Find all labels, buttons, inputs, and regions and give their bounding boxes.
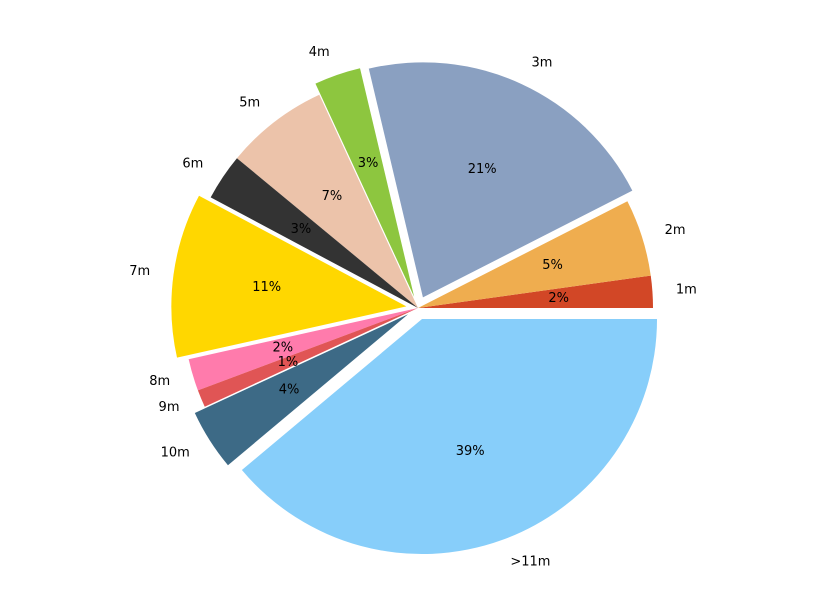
value-label: 21% — [468, 162, 497, 177]
pie-wedge — [188, 308, 418, 391]
value-label: 2% — [273, 341, 294, 356]
value-label: 3% — [358, 156, 379, 171]
value-label: 1% — [278, 355, 299, 370]
pie-wedge — [315, 68, 415, 297]
wedge-label: 3m — [532, 55, 553, 70]
pie-wedge — [241, 319, 658, 555]
pie-wedge — [418, 201, 651, 308]
wedge-label: 9m — [159, 400, 180, 415]
value-label: 7% — [322, 189, 343, 204]
pie-wedge — [171, 195, 407, 358]
wedge-label: 7m — [129, 264, 150, 279]
value-label: 5% — [542, 258, 563, 273]
pie-wedge — [210, 158, 418, 308]
value-label: 4% — [279, 382, 300, 397]
wedge-label: 5m — [239, 96, 260, 111]
value-label: 11% — [252, 280, 281, 295]
value-label: 3% — [291, 222, 312, 237]
pie-wedge — [368, 62, 633, 298]
pie-wedge — [236, 94, 418, 309]
wedge-label: 2m — [665, 223, 686, 238]
wedge-label: 8m — [149, 374, 170, 389]
pie-wedge — [194, 314, 409, 466]
wedge-label: >11m — [510, 554, 550, 569]
value-label: 39% — [456, 444, 485, 459]
pie-wedge — [197, 308, 418, 407]
wedge-label: 1m — [676, 283, 697, 298]
wedge-label: 10m — [161, 445, 190, 460]
value-label: 2% — [548, 291, 569, 306]
wedge-label: 6m — [182, 157, 203, 172]
wedge-label: 4m — [309, 45, 330, 60]
pie-wedge — [418, 275, 653, 308]
